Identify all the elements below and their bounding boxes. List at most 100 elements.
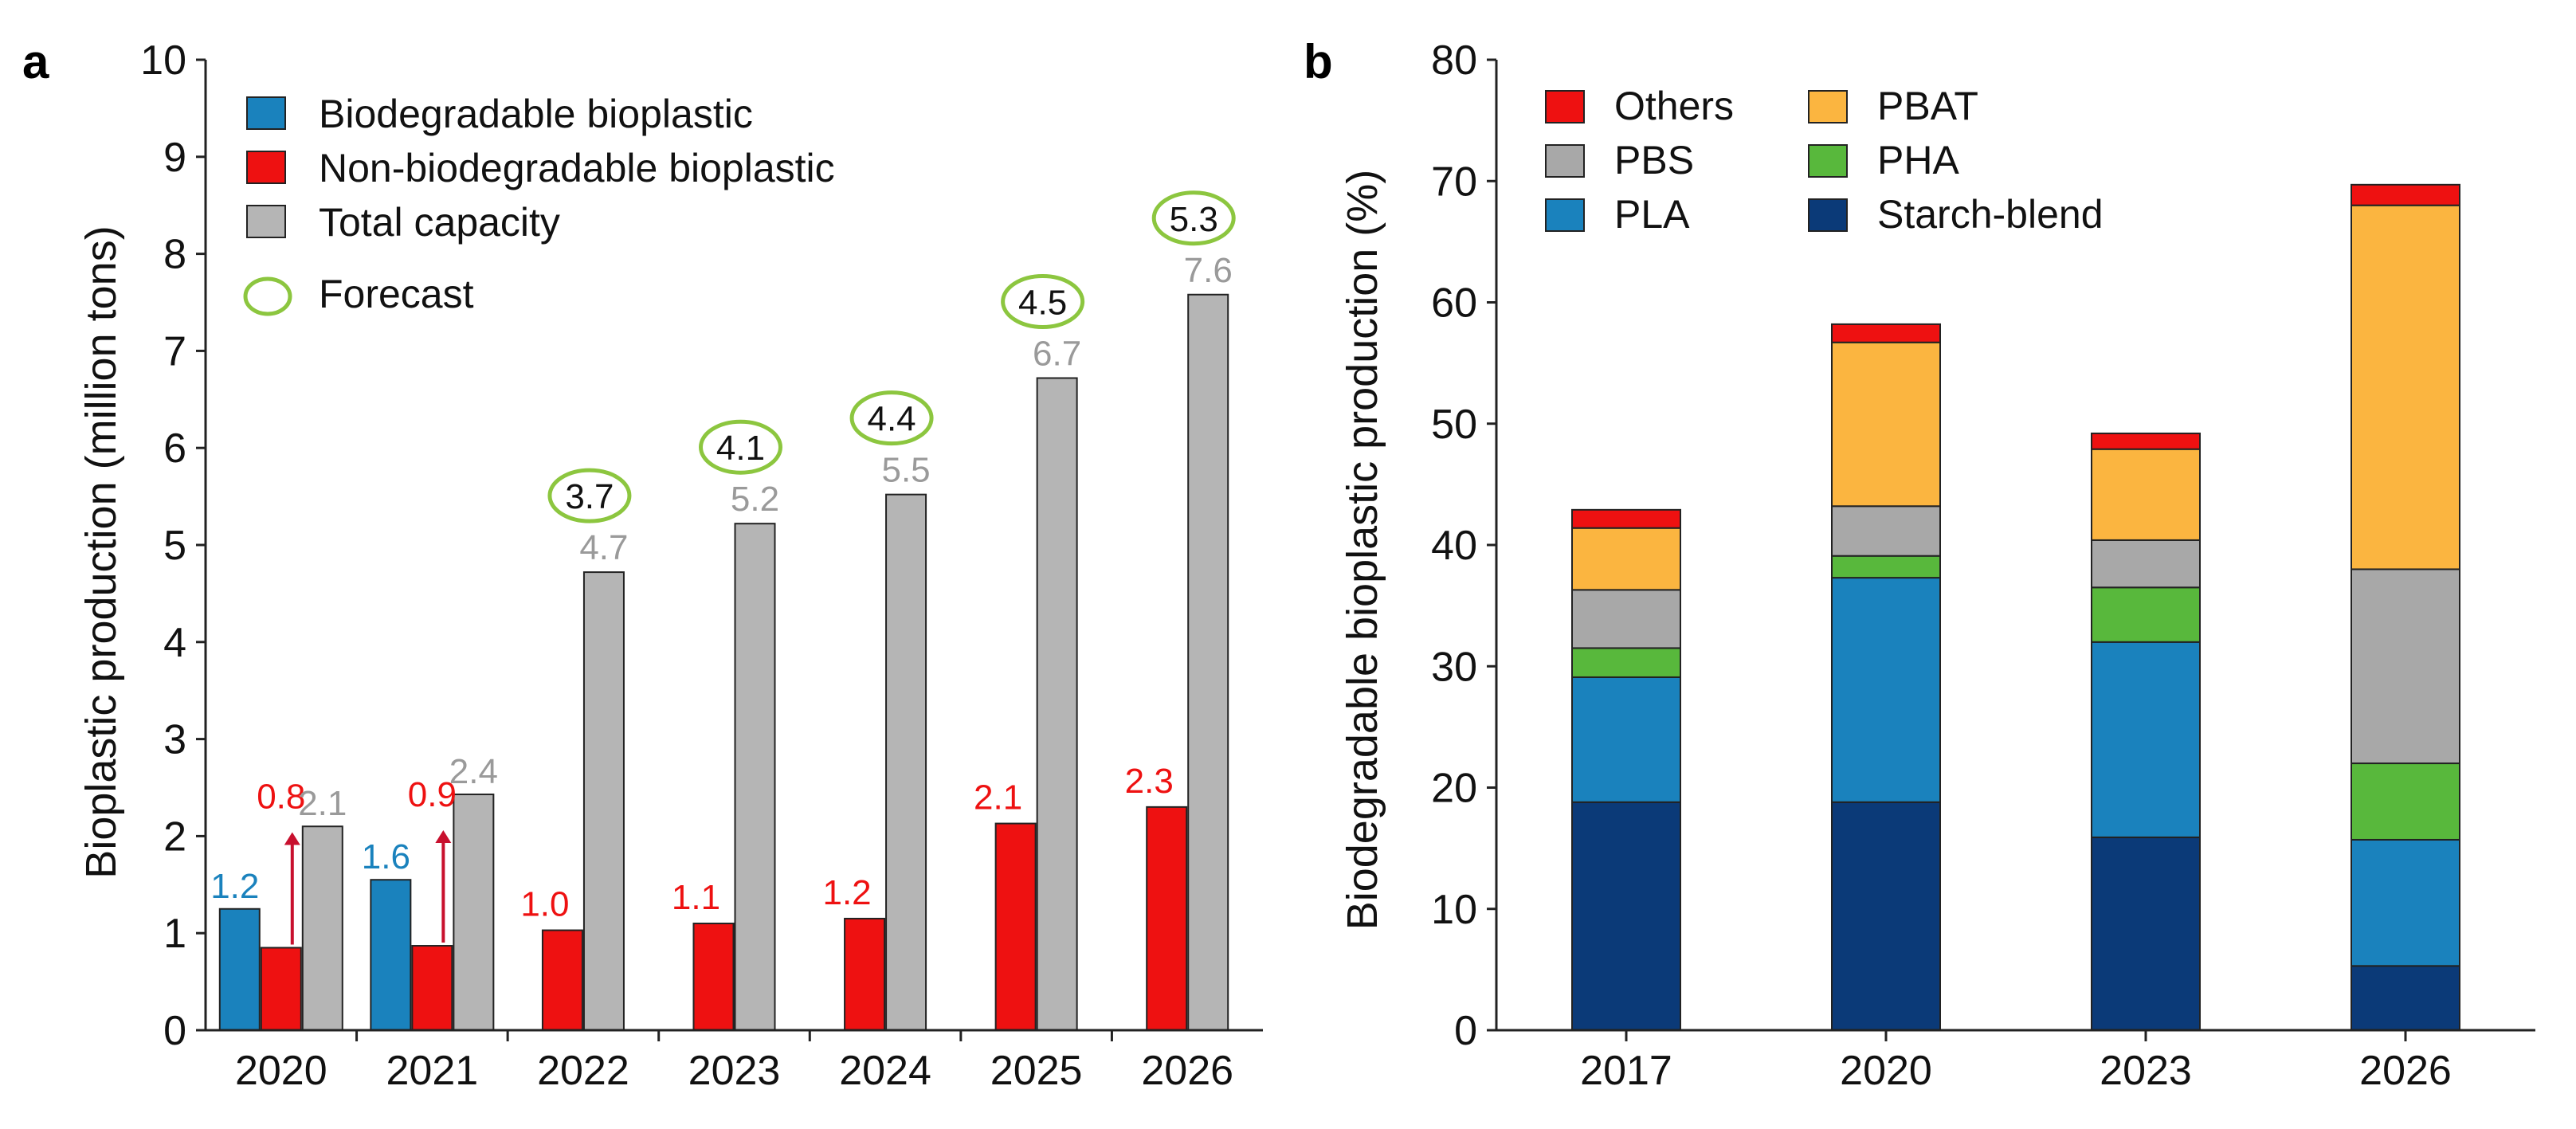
panel-a-arrow-head: [284, 832, 300, 845]
panel-a-forecast-ellipse: [849, 390, 934, 446]
panel-b-segment-pbs-2026: [2351, 568, 2460, 765]
panel-a-bar-non-biodegradable-bioplastic-2021: [411, 945, 453, 1032]
legend-swatch-pbat: [1808, 90, 1848, 123]
panel-a-value-label: 2.1: [974, 778, 1022, 817]
panel-a-y-tick-label: 2: [163, 813, 186, 860]
panel-b-x-tick-label: 2023: [2100, 1048, 2192, 1094]
panel-a-value-label: 2.1: [298, 784, 347, 823]
legend-label-total-capacity: Total capacity: [319, 200, 560, 245]
panel-a-y-tick-label: 10: [140, 37, 186, 84]
legend-label-others: Others: [1614, 84, 1734, 128]
panel-b-y-tick-label: 20: [1431, 766, 1477, 812]
panel-a-forecast-label: 4.5: [1018, 284, 1067, 323]
legend-swatch-starch-blend: [1808, 198, 1848, 232]
panel-a-y-tick-label: 7: [163, 328, 186, 374]
panel-a-arrow-head: [435, 830, 452, 844]
panel-a-forecast-label: 3.7: [565, 477, 614, 516]
panel-a-value-label: 1.6: [362, 837, 410, 876]
panel-a-y-tick-label: 6: [163, 425, 186, 472]
panel-a-bar-biodegradable-bioplastic-2021: [370, 879, 412, 1031]
panel-a-bar-total-capacity-2021: [453, 794, 495, 1031]
panel-a-value-label: 5.5: [881, 451, 930, 490]
panel-a-value-label: 2.4: [449, 752, 498, 791]
panel-a-value-label: 7.6: [1184, 251, 1233, 290]
panel-b-y-tick-label: 30: [1431, 644, 1477, 690]
panel-a-value-label: 5.2: [731, 480, 779, 519]
panel-b-x-tick-label: 2017: [1580, 1048, 1672, 1094]
panel-b-y-tick-label: 0: [1454, 1008, 1477, 1054]
panel-a-legend: Biodegradable bioplastic Non-biodegradab…: [243, 92, 835, 316]
panel-a-y-tick-label: 4: [163, 620, 186, 666]
panel-b-y-tick-label: 80: [1431, 37, 1477, 84]
panel-b-segment-pbat-2026: [2351, 204, 2460, 570]
panel-b-segment-others-2023: [2091, 432, 2201, 450]
panel-a-value-label: 1.0: [520, 885, 569, 924]
panel-b-segment-pla-2020: [1831, 577, 1941, 803]
panel-a-bar-non-biodegradable-bioplastic-2026: [1146, 806, 1188, 1031]
legend-swatch-pha: [1808, 144, 1848, 178]
panel-a-forecast-label: 4.4: [867, 400, 916, 439]
legend-swatch-non-biodegradable: [246, 151, 286, 184]
legend-label-pbat: PBAT: [1877, 84, 1978, 128]
panel-b-segment-starch-blend-2026: [2351, 965, 2460, 1031]
panel-b-segment-starch-blend-2017: [1571, 801, 1681, 1032]
panel-b-composition-chart: b Biodegradable bioplastic production (%…: [1304, 35, 2535, 1094]
panel-a-forecast-label: 5.3: [1170, 200, 1218, 239]
panel-a-bar-non-biodegradable-bioplastic-2024: [844, 917, 886, 1032]
panel-a-bar-total-capacity-2025: [1036, 377, 1078, 1031]
legend-forecast-ellipse: [243, 276, 292, 316]
panel-b-segment-pha-2026: [2351, 762, 2460, 841]
panel-a-x-tick-label: 2024: [839, 1048, 931, 1094]
legend-label-pha: PHA: [1877, 138, 1959, 182]
panel-b-segment-others-2020: [1831, 323, 1941, 343]
legend-label-biodegradable: Biodegradable bioplastic: [319, 92, 753, 136]
panel-a-forecast-ellipse: [547, 468, 632, 523]
panel-a-y-tick-label: 1: [163, 911, 186, 957]
panel-b-segment-pbs-2017: [1571, 589, 1681, 649]
panel-b-segment-pla-2017: [1571, 676, 1681, 803]
panel-b-letter: b: [1304, 35, 1333, 88]
panel-a-value-label: 6.7: [1033, 335, 1081, 374]
panel-a-forecast-ellipse: [699, 419, 782, 475]
panel-a-value-label: 1.2: [210, 867, 259, 906]
panel-b-segment-pbat-2017: [1571, 527, 1681, 591]
panel-a-bar-non-biodegradable-bioplastic-2025: [994, 822, 1037, 1032]
panel-b-segment-others-2017: [1571, 508, 1681, 529]
legend-swatch-total-capacity: [246, 205, 286, 238]
panel-a-forecast-label: 4.1: [716, 429, 765, 468]
legend-swatch-others: [1545, 90, 1585, 123]
legend-swatch-pbs: [1545, 144, 1585, 178]
panel-a-y-tick-label: 8: [163, 232, 186, 278]
panel-a-bar-total-capacity-2023: [734, 523, 776, 1031]
panel-a-x-tick-label: 2022: [537, 1048, 629, 1094]
panel-a-x-tick-label: 2023: [688, 1048, 781, 1094]
legend-label-pbs: PBS: [1614, 138, 1694, 182]
panel-a-y-tick-label: 3: [163, 717, 186, 763]
panel-a-x-tick-label: 2021: [386, 1048, 479, 1094]
panel-a-y-axis-title: Bioplastic production (million tons): [77, 225, 125, 878]
panel-b-segment-others-2026: [2351, 183, 2460, 206]
panel-a-bar-non-biodegradable-bioplastic-2020: [260, 947, 302, 1031]
panel-a-x-tick-label: 2020: [235, 1048, 327, 1094]
panel-a-bar-non-biodegradable-bioplastic-2022: [541, 929, 583, 1032]
panel-a-x-tick-label: 2026: [1141, 1048, 1233, 1094]
panel-a-x-tick-label: 2025: [990, 1048, 1083, 1094]
panel-b-y-tick-label: 70: [1431, 159, 1477, 205]
legend-label-forecast: Forecast: [319, 272, 474, 316]
panel-a-bar-total-capacity-2020: [301, 825, 343, 1031]
panel-b-segment-pbat-2023: [2091, 448, 2201, 541]
panel-b-y-tick-label: 50: [1431, 402, 1477, 448]
panel-b-y-tick-label: 10: [1431, 887, 1477, 933]
panel-b-segment-pbat-2020: [1831, 341, 1941, 508]
panel-a-bar-biodegradable-bioplastic-2020: [218, 908, 261, 1031]
panel-a-value-label: 1.1: [672, 878, 720, 917]
panel-a-y-tick-label: 5: [163, 523, 186, 569]
panel-a-bar-total-capacity-2026: [1187, 293, 1229, 1032]
panel-a-value-label: 0.9: [408, 775, 457, 814]
panel-b-segment-pha-2020: [1831, 555, 1941, 579]
panel-a-bar-non-biodegradable-bioplastic-2023: [692, 923, 735, 1032]
panel-a-y-tick-label: 0: [163, 1008, 186, 1054]
panel-a-value-label: 0.8: [257, 777, 305, 816]
panel-a-forecast-ellipse: [1151, 190, 1236, 246]
panel-a-bar-total-capacity-2024: [885, 493, 927, 1031]
